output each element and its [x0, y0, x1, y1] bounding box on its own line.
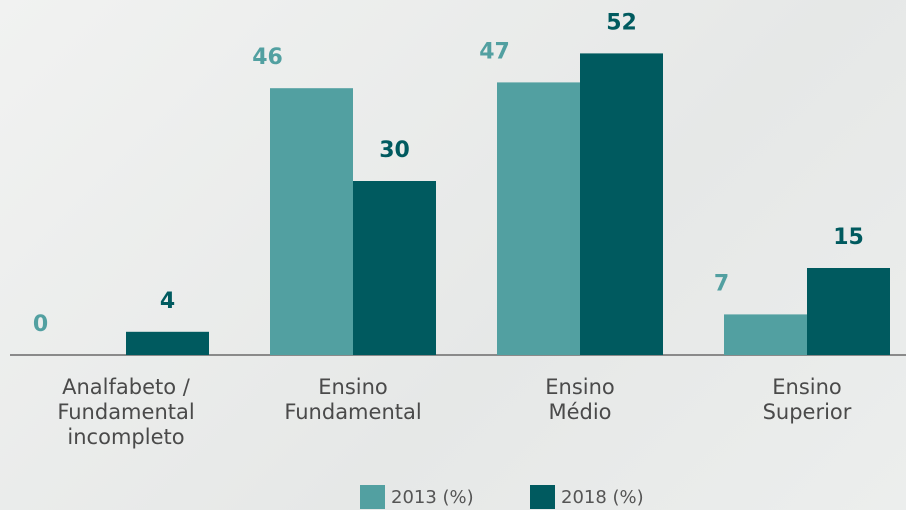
value-label: 15 [833, 225, 864, 250]
value-label: 0 [33, 312, 48, 337]
x-tick-label: Ensino Médio [545, 375, 615, 424]
bar [580, 53, 663, 356]
x-tick-label-line: incompleto [67, 425, 184, 449]
value-label: 46 [252, 45, 283, 70]
value-label: 52 [606, 10, 637, 35]
bar [126, 331, 209, 355]
legend-label: 2013 (%) [391, 487, 474, 508]
legend-swatch [530, 485, 555, 509]
x-tick-label-line: Ensino [318, 375, 388, 399]
value-label: 47 [479, 39, 510, 64]
x-tick-label-line: Ensino [772, 375, 842, 399]
value-label: 4 [160, 289, 175, 314]
x-tick-label: Ensino Superior [763, 375, 852, 424]
x-tick-label-line: Médio [548, 400, 611, 424]
bar [270, 88, 353, 355]
bar [724, 314, 807, 355]
legend-swatch [360, 485, 385, 509]
x-tick-label: Analfabeto / Fundamental incompleto [57, 375, 194, 449]
value-label: 30 [379, 138, 410, 163]
x-tick-label-line: Ensino [545, 375, 615, 399]
value-label: 7 [714, 271, 729, 296]
bar [497, 82, 580, 356]
x-tick-label-line: Analfabeto / [62, 375, 191, 399]
bar [353, 181, 436, 355]
x-tick-label-line: Fundamental [284, 400, 421, 424]
x-tick-label-line: Superior [763, 400, 852, 424]
x-tick-label-line: Fundamental [57, 400, 194, 424]
bar [807, 268, 890, 355]
x-tick-label: Ensino Fundamental [284, 375, 421, 424]
legend-label: 2018 (%) [561, 487, 644, 508]
